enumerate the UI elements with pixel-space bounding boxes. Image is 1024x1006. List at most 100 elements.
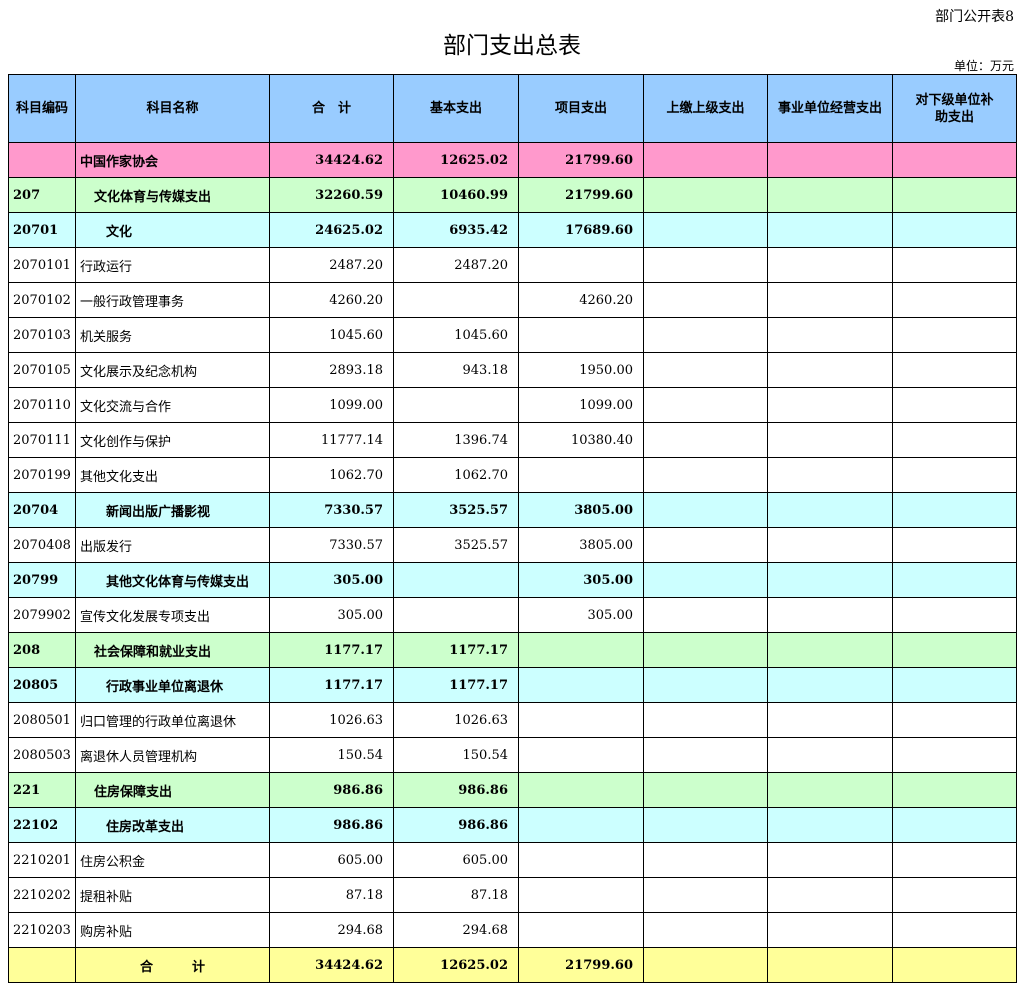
basic-cell: 10460.99: [393, 177, 519, 213]
subsidy-lower-cell: [892, 737, 1017, 773]
name-cell: 行政运行: [75, 247, 270, 283]
table-row: 2070408 出版发行 7330.57 3525.57 3805.00: [8, 527, 1017, 563]
remit-upper-cell: [643, 737, 768, 773]
basic-cell: 150.54: [393, 737, 519, 773]
code-cell: 207: [8, 177, 76, 213]
name-cell: 住房公积金: [75, 842, 270, 878]
subsidy-lower-cell: [892, 947, 1017, 983]
total-cell: 305.00: [269, 562, 394, 598]
table-row: 2070103 机关服务 1045.60 1045.60: [8, 317, 1017, 353]
table-row: 2210201 住房公积金 605.00 605.00: [8, 842, 1017, 878]
subsidy-lower-cell: [892, 912, 1017, 948]
total-cell: 32260.59: [269, 177, 394, 213]
total-cell: 1026.63: [269, 702, 394, 738]
name-cell: 文化交流与合作: [75, 387, 270, 423]
subsidy-lower-cell: [892, 527, 1017, 563]
project-cell: 21799.60: [518, 177, 644, 213]
table-row: 中国作家协会 34424.62 12625.02 21799.60: [8, 142, 1017, 178]
code-cell: 20805: [8, 667, 76, 703]
name-cell: 机关服务: [75, 317, 270, 353]
total-cell: 87.18: [269, 877, 394, 913]
code-cell: 2070105: [8, 352, 76, 388]
code-cell: 22102: [8, 807, 76, 843]
table-row: 2079902 宣传文化发展专项支出 305.00 305.00: [8, 597, 1017, 633]
name-cell: 行政事业单位离退休: [75, 667, 270, 703]
code-cell: 2070408: [8, 527, 76, 563]
code-cell: 221: [8, 772, 76, 808]
basic-cell: 1062.70: [393, 457, 519, 493]
code-cell: 2210201: [8, 842, 76, 878]
col-header-subsidy-lower: 对下级单位补助支出: [892, 74, 1017, 143]
table-row: 20799 其他文化体育与传媒支出 305.00 305.00: [8, 562, 1017, 598]
project-cell: [518, 702, 644, 738]
subsidy-lower-cell: [892, 807, 1017, 843]
total-cell: 24625.02: [269, 212, 394, 248]
total-row: 合 计 34424.62 12625.02 21799.60: [8, 947, 1017, 983]
basic-cell: 3525.57: [393, 492, 519, 528]
table-row: 20704 新闻出版广播影视 7330.57 3525.57 3805.00: [8, 492, 1017, 528]
basic-cell: 605.00: [393, 842, 519, 878]
name-cell: 出版发行: [75, 527, 270, 563]
subsidy-lower-cell: [892, 317, 1017, 353]
project-cell: 3805.00: [518, 492, 644, 528]
total-cell: 4260.20: [269, 282, 394, 318]
name-cell: 一般行政管理事务: [75, 282, 270, 318]
basic-cell: 2487.20: [393, 247, 519, 283]
name-cell: 文化: [75, 212, 270, 248]
basic-cell: 1177.17: [393, 667, 519, 703]
total-cell: 294.68: [269, 912, 394, 948]
remit-upper-cell: [643, 947, 768, 983]
code-cell: 20701: [8, 212, 76, 248]
project-cell: [518, 317, 644, 353]
business-cell: [767, 247, 893, 283]
remit-upper-cell: [643, 177, 768, 213]
remit-upper-cell: [643, 702, 768, 738]
business-cell: [767, 737, 893, 773]
subsidy-lower-cell: [892, 877, 1017, 913]
remit-upper-cell: [643, 492, 768, 528]
subsidy-lower-cell: [892, 772, 1017, 808]
project-cell: 17689.60: [518, 212, 644, 248]
basic-cell: 294.68: [393, 912, 519, 948]
project-cell: 305.00: [518, 562, 644, 598]
table-row: 2070101 行政运行 2487.20 2487.20: [8, 247, 1017, 283]
basic-cell: 986.86: [393, 807, 519, 843]
project-cell: [518, 772, 644, 808]
total-cell: 2487.20: [269, 247, 394, 283]
remit-upper-cell: [643, 247, 768, 283]
subsidy-lower-cell: [892, 177, 1017, 213]
subsidy-lower-cell: [892, 667, 1017, 703]
business-cell: [767, 317, 893, 353]
basic-cell: [393, 597, 519, 633]
remit-upper-cell: [643, 527, 768, 563]
basic-cell: [393, 562, 519, 598]
name-cell: 社会保障和就业支出: [75, 632, 270, 668]
col-header-code: 科目编码: [8, 74, 76, 143]
table-row: 2080503 离退休人员管理机构 150.54 150.54: [8, 737, 1017, 773]
project-cell: [518, 737, 644, 773]
subsidy-lower-cell: [892, 247, 1017, 283]
project-cell: 1099.00: [518, 387, 644, 423]
header-row: 科目编码 科目名称 合 计 基本支出 项目支出 上缴上级支出 事业单位经营支出 …: [8, 74, 1017, 143]
business-cell: [767, 597, 893, 633]
total-cell: 7330.57: [269, 527, 394, 563]
business-cell: [767, 212, 893, 248]
basic-cell: 1177.17: [393, 632, 519, 668]
remit-upper-cell: [643, 632, 768, 668]
subsidy-lower-cell: [892, 142, 1017, 178]
project-cell: [518, 457, 644, 493]
remit-upper-cell: [643, 597, 768, 633]
remit-upper-cell: [643, 212, 768, 248]
project-cell: [518, 667, 644, 703]
business-cell: [767, 492, 893, 528]
name-cell: 购房补贴: [75, 912, 270, 948]
remit-upper-cell: [643, 912, 768, 948]
code-cell: 2070103: [8, 317, 76, 353]
table-row: 20701 文化 24625.02 6935.42 17689.60: [8, 212, 1017, 248]
unit-label: 单位：万元: [953, 59, 1014, 73]
project-cell: [518, 247, 644, 283]
business-cell: [767, 142, 893, 178]
table-row: 2070105 文化展示及纪念机构 2893.18 943.18 1950.00: [8, 352, 1017, 388]
subsidy-lower-cell: [892, 492, 1017, 528]
basic-cell: 986.86: [393, 772, 519, 808]
